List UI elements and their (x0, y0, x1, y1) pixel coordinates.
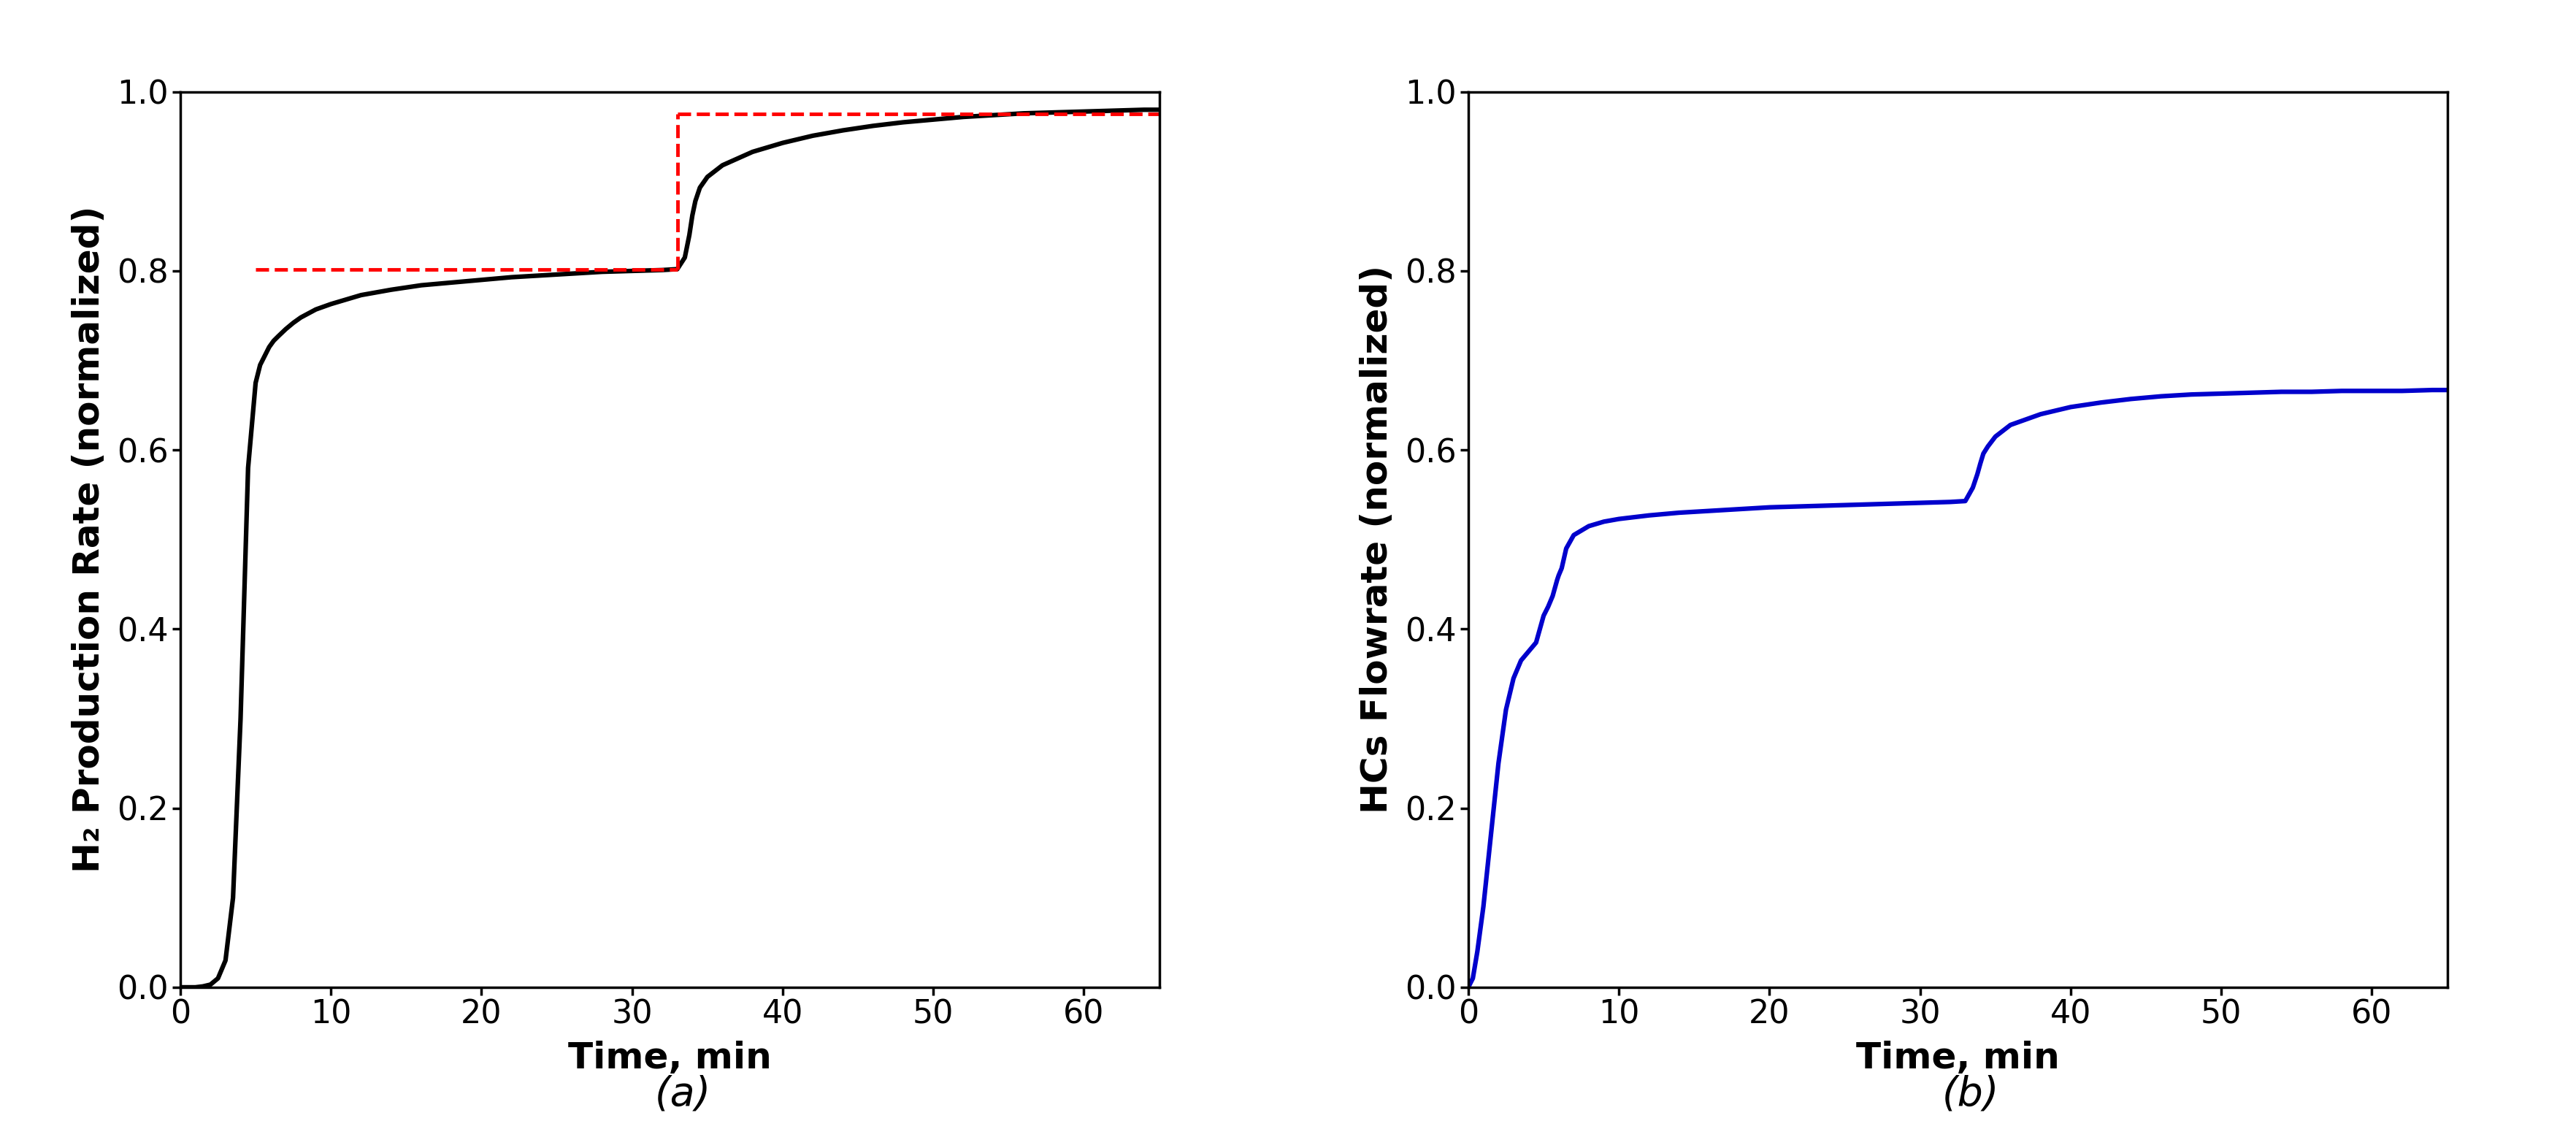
Y-axis label: H₂ Production Rate (normalized): H₂ Production Rate (normalized) (72, 207, 106, 872)
Y-axis label: HCs Flowrate (normalized): HCs Flowrate (normalized) (1360, 265, 1394, 814)
Text: (b): (b) (1942, 1075, 1999, 1114)
X-axis label: Time, min: Time, min (1855, 1040, 2061, 1076)
X-axis label: Time, min: Time, min (567, 1040, 773, 1076)
Text: (a): (a) (654, 1075, 711, 1114)
